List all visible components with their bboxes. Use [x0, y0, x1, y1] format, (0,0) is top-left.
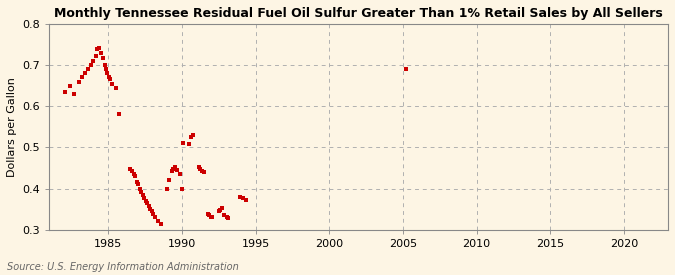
Point	[79, 71, 90, 76]
Point	[99, 63, 110, 67]
Point	[194, 165, 205, 169]
Point	[60, 90, 71, 94]
Point	[92, 47, 103, 52]
Point	[219, 213, 230, 218]
Point	[146, 209, 157, 213]
Point	[240, 198, 251, 202]
Point	[65, 84, 76, 89]
Point	[166, 169, 177, 174]
Point	[153, 219, 164, 223]
Point	[143, 204, 154, 208]
Point	[162, 186, 173, 191]
Point	[105, 77, 116, 82]
Point	[101, 67, 111, 72]
Point	[186, 135, 196, 139]
Point	[98, 56, 109, 60]
Point	[221, 215, 232, 220]
Point	[103, 75, 114, 79]
Point	[130, 174, 141, 178]
Point	[213, 209, 224, 213]
Point	[183, 142, 194, 146]
Point	[148, 212, 159, 216]
Point	[149, 214, 160, 219]
Point	[205, 214, 216, 219]
Point	[88, 59, 99, 63]
Point	[207, 215, 217, 220]
Point	[195, 167, 206, 171]
Point	[107, 81, 117, 86]
Point	[400, 67, 411, 72]
Point	[235, 195, 246, 199]
Point	[82, 67, 93, 72]
Point	[74, 79, 84, 84]
Point	[125, 167, 136, 171]
Point	[188, 133, 198, 137]
Point	[140, 199, 151, 203]
Point	[85, 63, 96, 67]
Point	[215, 208, 225, 212]
Point	[238, 196, 248, 200]
Point	[93, 46, 104, 50]
Point	[126, 169, 137, 174]
Point	[171, 168, 182, 172]
Text: Source: U.S. Energy Information Administration: Source: U.S. Energy Information Administ…	[7, 262, 238, 272]
Point	[69, 92, 80, 96]
Point	[142, 201, 153, 205]
Point	[90, 54, 101, 58]
Point	[198, 170, 209, 174]
Point	[102, 71, 113, 76]
Point	[114, 112, 125, 117]
Point	[202, 212, 213, 216]
Point	[132, 180, 142, 185]
Point	[138, 192, 148, 197]
Point	[178, 141, 189, 145]
Point	[176, 186, 187, 191]
Point	[139, 196, 150, 200]
Y-axis label: Dollars per Gallon: Dollars per Gallon	[7, 77, 17, 177]
Point	[95, 51, 106, 55]
Point	[129, 172, 140, 176]
Point	[155, 221, 166, 226]
Point	[110, 86, 121, 90]
Title: Monthly Tennessee Residual Fuel Oil Sulfur Greater Than 1% Retail Sales by All S: Monthly Tennessee Residual Fuel Oil Sulf…	[54, 7, 663, 20]
Point	[169, 165, 180, 169]
Point	[167, 167, 178, 171]
Point	[204, 213, 215, 218]
Point	[174, 172, 185, 176]
Point	[133, 182, 144, 187]
Point	[217, 206, 227, 211]
Point	[136, 190, 146, 194]
Point	[134, 186, 145, 191]
Point	[145, 207, 156, 211]
Point	[164, 178, 175, 183]
Point	[196, 169, 207, 174]
Point	[223, 216, 234, 221]
Point	[76, 75, 87, 80]
